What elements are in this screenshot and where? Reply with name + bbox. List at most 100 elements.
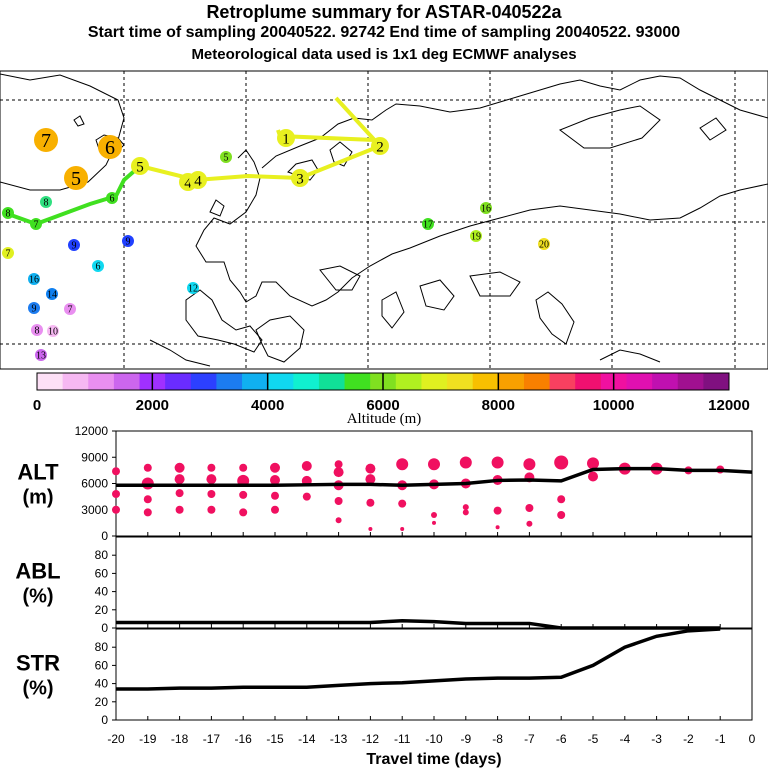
svg-text:9: 9 <box>32 304 37 315</box>
panel-ylabel-unit: (%) <box>22 678 53 700</box>
x-tick-label: -10 <box>425 732 443 746</box>
svg-text:8: 8 <box>6 209 11 220</box>
alt-point <box>174 474 185 485</box>
svg-text:16: 16 <box>29 275 39 286</box>
y-tick-label: 12000 <box>75 424 109 438</box>
colorbar-segment <box>447 373 474 390</box>
map-cluster-label: 20 <box>538 238 550 251</box>
x-tick-label: -6 <box>556 732 567 746</box>
alt-point <box>302 492 311 501</box>
y-tick-label: 60 <box>95 658 109 672</box>
svg-text:8: 8 <box>44 198 49 209</box>
map-cluster-label: 4 <box>189 171 207 189</box>
alt-point <box>112 505 120 514</box>
colorbar-tick-label: 2000 <box>136 397 169 414</box>
x-tick-label: -13 <box>330 732 348 746</box>
colorbar-segment <box>318 373 346 390</box>
map-cluster-label: 14 <box>46 288 58 301</box>
coastlines <box>0 73 768 367</box>
svg-text:19: 19 <box>471 232 481 243</box>
colorbar-segment <box>703 373 730 390</box>
colorbar-segment <box>523 373 551 390</box>
x-tick-label: 0 <box>749 732 756 746</box>
alt-point <box>334 460 343 469</box>
y-tick-label: 6000 <box>81 477 108 491</box>
colorbar-segment <box>626 373 653 390</box>
x-tick-label: -12 <box>362 732 380 746</box>
x-axis-label: Travel time (days) <box>366 751 501 768</box>
colorbar-segment <box>267 373 294 390</box>
x-tick-label: -18 <box>171 732 189 746</box>
alt-point <box>143 495 152 504</box>
svg-text:8: 8 <box>35 326 40 337</box>
colorbar-segment <box>293 373 320 390</box>
colorbar-segment <box>165 373 192 390</box>
map-cluster-label: 10 <box>47 325 59 338</box>
colorbar-segment <box>113 373 141 390</box>
abl-line <box>116 618 721 630</box>
x-tick-label: -5 <box>588 732 599 746</box>
alt-point <box>335 517 342 524</box>
svg-text:14: 14 <box>47 290 57 301</box>
alt-point <box>270 475 280 485</box>
colorbar-label: Altitude (m) <box>347 411 422 427</box>
colorbar-segment <box>549 373 576 390</box>
meteorological-data-subtitle: Meteorological data used is 1x1 deg ECMW… <box>191 46 577 63</box>
x-tick-label: -8 <box>492 732 503 746</box>
colorbar-tick-label: 10000 <box>593 397 635 414</box>
alt-point <box>301 461 312 471</box>
colorbar-segment <box>216 373 243 390</box>
svg-text:5: 5 <box>71 168 81 190</box>
alt-point <box>112 490 120 498</box>
map-cluster-label: 7 <box>2 247 14 260</box>
alt-point <box>239 490 248 499</box>
x-tick-label: -17 <box>203 732 221 746</box>
alt-point <box>398 499 407 508</box>
alt-point <box>525 504 534 512</box>
x-tick-label: -2 <box>683 732 694 746</box>
alt-point <box>271 505 279 514</box>
alt-point <box>491 456 504 469</box>
svg-text:3: 3 <box>296 171 304 187</box>
map-cluster-label: 1 <box>277 129 295 147</box>
alt-point <box>175 505 184 514</box>
colorbar-segment <box>395 373 422 390</box>
colorbar-tick-label: 12000 <box>708 397 750 414</box>
svg-text:4: 4 <box>194 173 202 189</box>
alt-point <box>239 508 248 517</box>
alt-point <box>523 458 536 471</box>
colorbar-tick-label: 0 <box>33 397 41 414</box>
map-cluster-label: 6 <box>98 135 122 159</box>
alt-point <box>554 455 569 470</box>
sampling-time-subtitle: Start time of sampling 20040522. 92742 E… <box>87 24 681 41</box>
y-tick-label: 60 <box>95 566 109 580</box>
map-cluster-label: 7 <box>34 128 58 152</box>
colorbar-segment <box>677 373 704 390</box>
svg-text:7: 7 <box>34 220 39 231</box>
y-tick-label: 9000 <box>81 450 108 464</box>
chart-title: Retroplume summary for ASTAR-040522a <box>206 2 562 22</box>
map-cluster-label: 3 <box>291 169 309 187</box>
colorbar-segment <box>242 373 269 390</box>
alt-point <box>365 474 376 485</box>
map-cluster-label: 9 <box>28 302 40 315</box>
map-cluster-label: 9 <box>68 239 80 252</box>
svg-text:7: 7 <box>41 130 51 152</box>
alt-point <box>432 520 436 525</box>
colorbar-tick-label: 4000 <box>251 397 284 414</box>
time-series-panels: 120009000600030000ALT(m)806040200ABL(%)8… <box>15 424 755 768</box>
x-tick-label: -14 <box>298 732 316 746</box>
panel-ylabel: ALT <box>17 460 59 485</box>
alt-point <box>588 471 598 482</box>
alt-point <box>396 458 409 471</box>
x-tick-label: -3 <box>651 732 662 746</box>
svg-text:9: 9 <box>126 237 131 248</box>
map-cluster-label: 19 <box>470 230 482 243</box>
alt-point <box>207 490 216 498</box>
colorbar-segment <box>575 373 602 390</box>
str-line <box>116 627 721 691</box>
alt-point <box>239 463 248 472</box>
alt-point <box>143 508 152 517</box>
alt-point <box>431 512 437 518</box>
